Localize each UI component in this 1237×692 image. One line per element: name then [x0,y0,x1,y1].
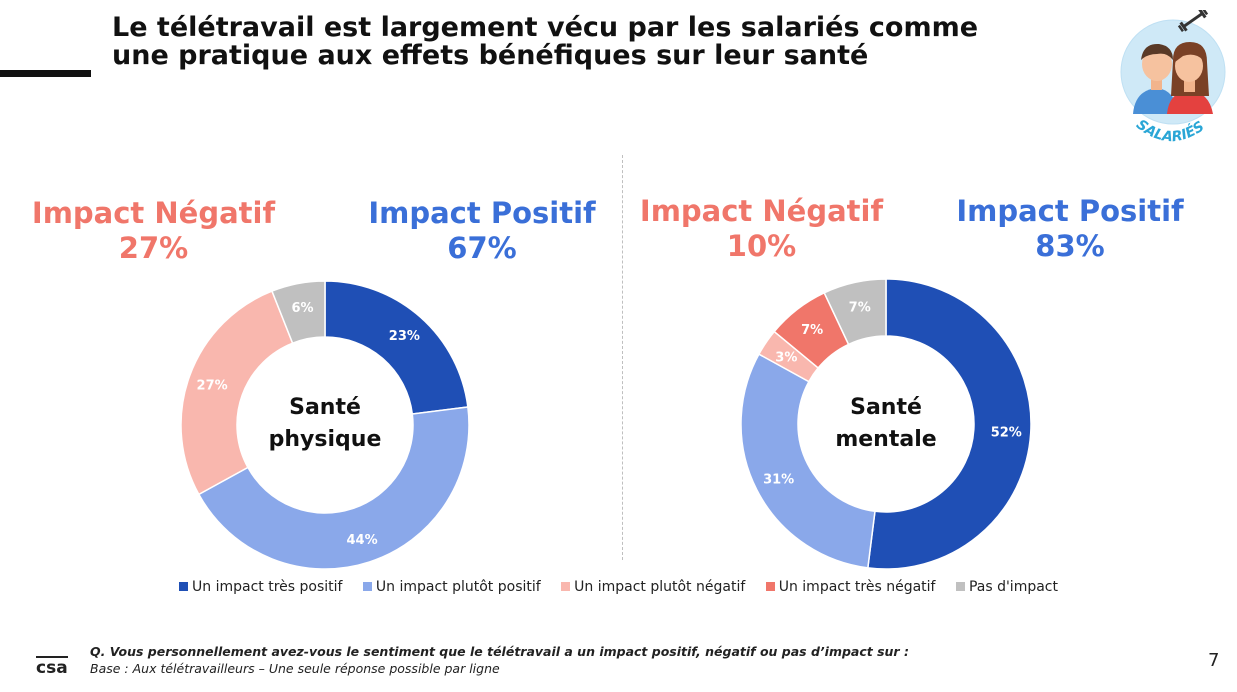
mentale-positive-value: 83% [1035,229,1105,263]
page-title-line-1: Le télétravail est largement vécu par le… [112,12,979,43]
physique-positive-label: Impact Positif [368,196,596,230]
physique-negative-label: Impact Négatif [31,196,276,230]
legend-label: Un impact très positif [192,579,343,595]
legend-item-tres-positif: Un impact très positif [179,579,342,595]
donut-sante-physique: 23% 44% 27% 6% [180,280,470,570]
data-label-tres-positif: 52% [991,426,1022,441]
dumbbell-icon [1177,10,1209,33]
legend-item-plutot-negatif: Un impact plutôt négatif [561,579,745,595]
donut-sante-mentale: 52% 31% 3% 7% 7% [740,278,1032,570]
data-label-tres-negatif: 7% [801,323,823,338]
panel-divider [622,155,623,560]
legend-swatch [362,581,372,591]
mentale-center-line-1: Santé [850,395,922,420]
chart-legend: Un impact très positif Un impact plutôt … [0,579,1237,595]
data-label-plutot-negatif: 27% [197,378,228,393]
data-label-plutot-positif: 31% [763,473,794,488]
page-number: 7 [1208,650,1220,671]
csa-logo: csa [36,656,68,677]
legend-swatch [561,581,571,591]
mentale-negative-kpi: Impact Négatif 10% [635,194,888,264]
data-label-plutot-negatif: 3% [775,350,797,365]
legend-swatch [955,581,965,591]
legend-label: Un impact plutôt négatif [574,579,746,595]
csa-logo-text: csa [36,658,68,677]
physique-negative-value: 27% [118,231,189,265]
physique-positive-value: 67% [447,231,517,265]
mentale-positive-kpi: Impact Positif 83% [956,194,1184,264]
physique-center-line-2: physique [269,427,382,452]
slice-plutot-negatif [180,290,294,496]
legend-item-plutot-positif: Un impact plutôt positif [362,579,541,595]
page-title-line-2: une pratique aux effets bénéfiques sur l… [112,40,869,71]
mentale-negative-label: Impact Négatif [639,194,884,228]
data-label-tres-positif: 23% [389,329,420,344]
footnote-question: Q. Vous personnellement avez-vous le sen… [90,644,909,659]
data-label-plutot-positif: 44% [347,533,378,548]
salaries-badge: SALARIÉS [1120,10,1226,145]
mentale-center-line-2: mentale [835,427,936,452]
legend-label: Un impact très négatif [778,579,936,595]
slice-pas-d-impact [271,280,326,345]
data-label-pas-d-impact: 7% [849,300,871,315]
legend-label: Pas d'impact [968,579,1058,595]
legend-swatch [179,581,188,591]
slice-plutot-positif [197,406,470,570]
physique-negative-kpi: Impact Négatif 27% [26,196,281,266]
legend-item-tres-negatif: Un impact très négatif [765,579,936,595]
physique-positive-kpi: Impact Positif 67% [367,196,597,266]
legend-item-pas-d-impact: Pas d'impact [955,579,1058,595]
title-accent-bar [0,70,91,77]
mentale-negative-value: 10% [726,229,797,263]
physique-center-line-1: Santé [289,395,361,420]
page-title: Le télétravail est largement vécu par le… [112,14,1102,70]
slice-pas-d-impact [823,278,887,346]
couple-people-icon [1133,42,1213,114]
footnote-base: Base : Aux télétravailleurs – Une seule … [90,661,500,676]
legend-swatch [765,581,775,591]
slice-plutot-positif [740,353,876,569]
slice-tres-positif [866,278,1032,570]
footnote: Q. Vous personnellement avez-vous le sen… [90,643,909,677]
data-label-pas-d-impact: 6% [291,301,313,316]
legend-label: Un impact plutôt positif [375,579,541,595]
mentale-positive-label: Impact Positif [956,194,1184,228]
